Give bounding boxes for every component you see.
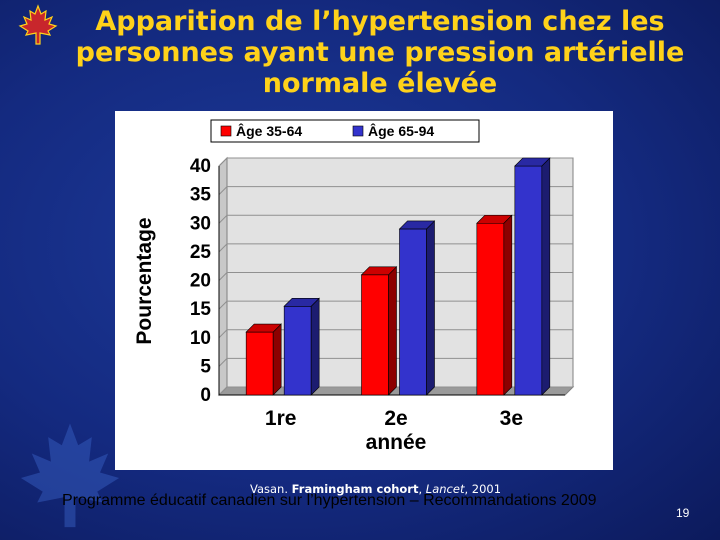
bar-side [541,157,551,396]
bar-top [245,323,282,333]
bar-top [476,214,513,224]
bar [283,305,312,396]
citation-journal: Lancet [425,482,465,496]
gridline-side [218,157,228,167]
legend-swatch [352,125,364,137]
gridline-side [218,272,228,281]
bar [245,331,274,396]
y-axis-title: Pourcentage [133,217,156,344]
bar-side [388,266,397,396]
page-number: 19 [676,506,690,520]
legend-label: Âge 35-64 [236,122,302,139]
gridline-side [218,358,228,367]
citation-sep: , [418,482,426,496]
gridline-side [218,386,228,396]
slide-title: Apparition de l’hypertension chez les pe… [75,6,685,99]
citation-author: Vasan. [250,482,292,496]
maple-leaf-logo-icon [18,4,58,45]
bar [361,274,389,396]
bar [514,165,543,396]
bar [399,228,427,396]
x-tick-label: 1re [265,407,297,430]
legend-box [210,119,480,143]
y-tick-label: 20 [190,271,211,292]
y-tick-label: 0 [200,385,211,406]
gridline-side [218,300,228,310]
y-tick-label: 10 [190,328,211,349]
chart-panel: 0 5 10 15 20 25 30 35 40 1re 2e 3e année Pourcentage Â… [115,111,613,470]
x-tick-label: 3e [500,407,523,430]
maple-leaf-watermark-icon [20,423,120,528]
y-tick-label: 35 [190,185,212,206]
gridline-side [218,214,228,224]
x-tick-label: 2e [384,407,407,430]
x-axis-title: année [366,431,427,454]
y-tick-label: 30 [190,213,211,234]
gridline-side [218,186,228,195]
y-tick-label: 40 [190,156,211,177]
y-tick-label: 5 [200,356,211,377]
y-tick-label: 15 [190,299,212,320]
bar [476,222,505,396]
bar-top [360,266,398,276]
gridline-side [218,243,228,253]
bar-top [514,157,551,167]
bar-chart: 0 5 10 15 20 25 30 35 40 1re 2e 3e année Pourcentage Â… [133,119,575,454]
citation: Vasan. Framingham cohort, Lancet, 2001 [250,482,501,496]
bar-top [283,297,320,307]
legend-label: Âge 65-94 [368,122,434,139]
bar-side [503,214,513,396]
bar-top [398,220,436,230]
y-tick-label: 25 [190,242,212,263]
gridline-side [218,329,228,339]
bar-side [310,297,320,396]
footer-program-text: Programme éducatif canadien sur l’hypert… [62,492,597,509]
citation-study: Framingham cohort [291,482,419,496]
citation-year: , 2001 [464,482,502,496]
bar-side [426,220,435,396]
legend-swatch [220,125,232,137]
bar-side [272,323,282,396]
